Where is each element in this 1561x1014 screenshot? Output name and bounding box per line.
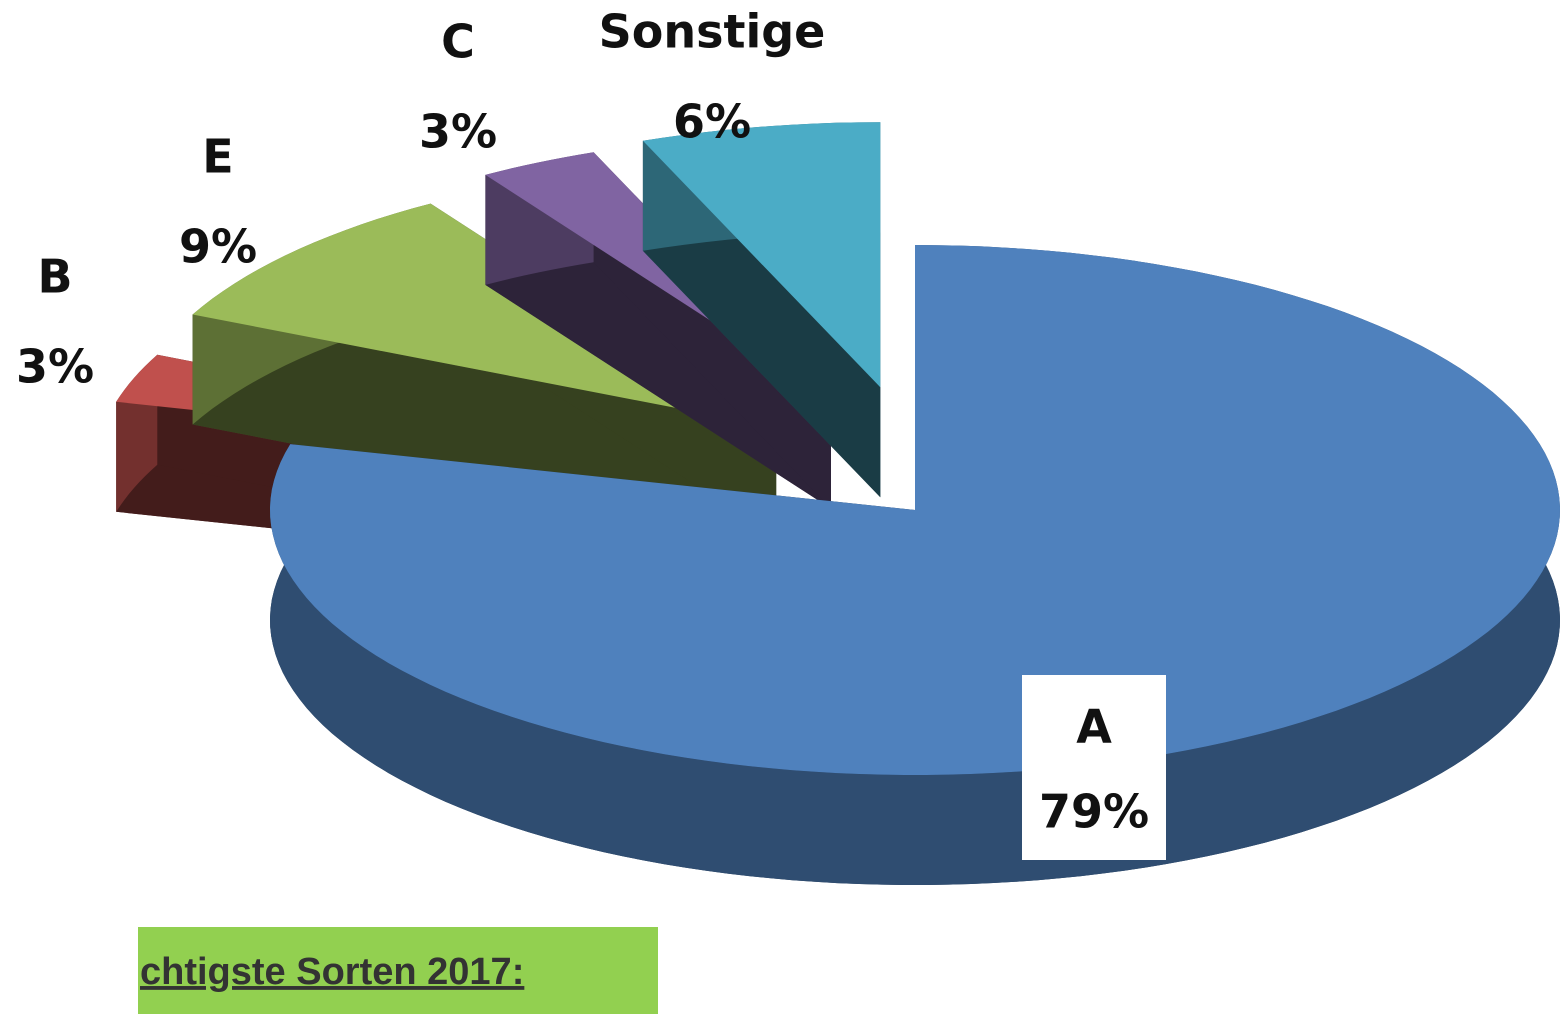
slice-label: E [202,130,233,184]
slice-label: A [1076,700,1112,754]
label-box [1022,675,1166,860]
slice-label: C [441,15,475,69]
slice-top [270,245,1560,775]
pie [116,122,1560,885]
value-label: 6% [673,95,751,149]
value-label: 3% [419,105,497,159]
value-label: 9% [179,220,257,274]
slice-label: Sonstige [599,5,826,59]
value-label: 79% [1039,785,1149,839]
slice [270,245,1560,885]
annotation: chtigste Sorten 2017: [140,951,524,993]
annotation-box [138,927,658,1014]
labels: A 79% B 3% E 9% C 3% Sonstige 6% [16,5,1166,860]
value-label: 3% [16,340,94,394]
slice [642,122,881,498]
slice-label: B [37,250,72,304]
slice-top [642,122,881,388]
